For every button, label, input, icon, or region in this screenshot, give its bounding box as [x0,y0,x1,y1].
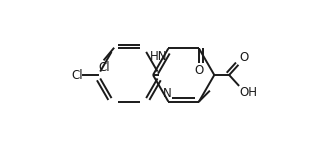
Text: O: O [194,64,204,77]
Text: Cl: Cl [98,61,110,74]
Text: N: N [162,87,171,100]
Text: HN: HN [150,50,167,63]
Text: O: O [239,51,249,64]
Text: Cl: Cl [71,69,83,81]
Text: OH: OH [239,86,257,99]
